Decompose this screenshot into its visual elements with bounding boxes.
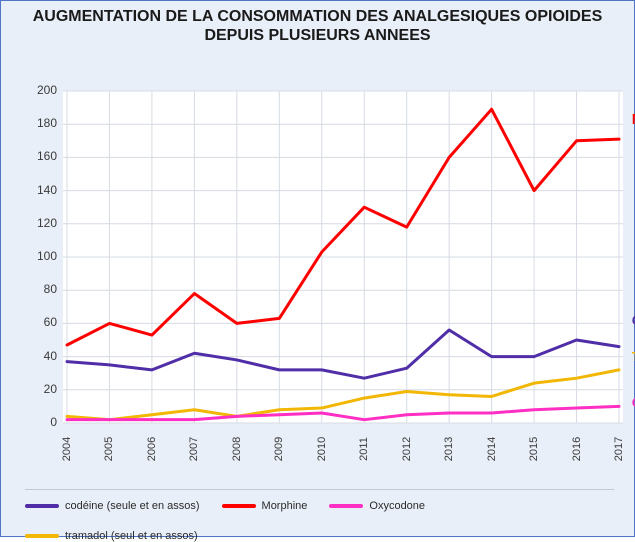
plot-area <box>63 91 623 423</box>
legend-item: Morphine <box>222 500 308 512</box>
x-tick: 2014 <box>486 435 498 463</box>
chart-container: AUGMENTATION DE LA CONSOMMATION DES ANAL… <box>0 0 635 537</box>
x-tick: 2015 <box>528 435 540 463</box>
series-tramadol <box>67 370 619 420</box>
y-tick: 120 <box>25 216 57 230</box>
y-tick: 140 <box>25 183 57 197</box>
y-tick: 100 <box>25 249 57 263</box>
x-tick: 2007 <box>188 435 200 463</box>
x-tick: 2004 <box>61 435 73 463</box>
legend-item: codéine (seule et en assos) <box>25 500 200 512</box>
y-tick: 20 <box>25 382 57 396</box>
x-tick: 2011 <box>358 435 370 463</box>
legend-swatch <box>329 504 363 508</box>
legend-swatch <box>25 534 59 538</box>
series-oxycodone <box>67 406 619 419</box>
y-tick: 180 <box>25 116 57 130</box>
x-tick: 2013 <box>443 435 455 463</box>
x-tick: 2010 <box>316 435 328 463</box>
x-tick: 2006 <box>146 435 158 463</box>
line-series-layer <box>63 91 623 423</box>
legend-swatch <box>25 504 59 508</box>
y-tick: 160 <box>25 149 57 163</box>
x-tick: 2017 <box>613 435 625 463</box>
y-tick: 200 <box>25 83 57 97</box>
legend: codéine (seule et en assos) Morphine Oxyco… <box>25 489 614 542</box>
legend-label: Morphine <box>262 500 308 512</box>
x-tick: 2008 <box>231 435 243 463</box>
x-tick: 2005 <box>103 435 115 463</box>
legend-label: codéine (seule et en assos) <box>65 500 200 512</box>
y-tick: 0 <box>25 415 57 429</box>
legend-label: tramadol (seul et en assos) <box>65 530 198 542</box>
series-codeine <box>67 330 619 378</box>
legend-label: Oxycodone <box>369 500 425 512</box>
chart-title: AUGMENTATION DE LA CONSOMMATION DES ANAL… <box>1 1 634 45</box>
y-tick: 40 <box>25 349 57 363</box>
legend-item: tramadol (seul et en assos) <box>25 530 198 542</box>
legend-swatch <box>222 504 256 508</box>
x-tick: 2016 <box>571 435 583 463</box>
y-tick: 80 <box>25 282 57 296</box>
series-morphine <box>67 109 619 345</box>
legend-item: Oxycodone <box>329 500 425 512</box>
y-tick: 60 <box>25 315 57 329</box>
x-tick: 2012 <box>401 435 413 463</box>
x-tick: 2009 <box>273 435 285 463</box>
